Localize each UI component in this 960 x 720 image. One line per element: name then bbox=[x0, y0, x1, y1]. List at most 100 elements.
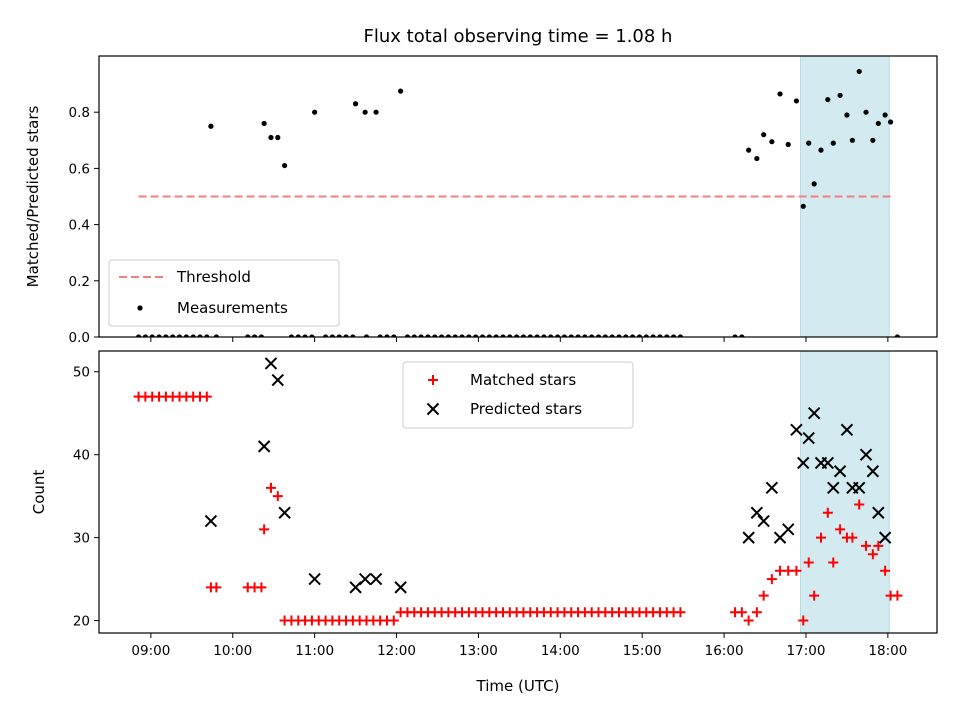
legend-box bbox=[402, 361, 634, 429]
ratio-y-tick-label: 0.2 bbox=[69, 274, 90, 290]
predicted-star-marker bbox=[859, 448, 873, 461]
measurement-point bbox=[630, 334, 636, 337]
measurement-point bbox=[609, 334, 615, 337]
x-tick-label: 12:00 bbox=[377, 643, 416, 659]
measurement-point bbox=[870, 137, 876, 143]
chart-title: Flux total observing time = 1.08 h bbox=[364, 26, 673, 47]
count-y-tick-label: 40 bbox=[73, 448, 90, 464]
predicted-star-marker bbox=[204, 514, 218, 528]
matched-star-marker bbox=[847, 532, 858, 543]
legend-predicted-label: Predicted stars bbox=[470, 400, 582, 418]
measurement-point bbox=[208, 123, 214, 129]
measurement-point bbox=[282, 162, 288, 169]
count-y-axis-label: Count bbox=[30, 470, 48, 515]
measurement-point bbox=[245, 334, 251, 337]
x-tick-label: 13:00 bbox=[459, 643, 498, 659]
legend-measurements-swatch bbox=[137, 305, 143, 311]
measurement-point bbox=[650, 334, 656, 337]
count-axes-frame bbox=[98, 350, 938, 634]
measurement-point bbox=[384, 334, 390, 337]
measurement-point bbox=[322, 334, 329, 337]
ratio-y-tick-label: 0.6 bbox=[69, 161, 90, 177]
measurement-point bbox=[582, 334, 588, 337]
measurement-point bbox=[142, 334, 149, 337]
x-tick-label: 18:00 bbox=[868, 643, 907, 659]
x-tick-label: 10:00 bbox=[213, 643, 252, 659]
measurement-point bbox=[309, 334, 315, 337]
x-tick-label: 17:00 bbox=[787, 643, 826, 659]
measurement-point bbox=[275, 134, 281, 141]
measurement-point bbox=[568, 334, 574, 337]
legend-predicted-swatch bbox=[426, 402, 440, 416]
predicted-star-marker bbox=[852, 481, 866, 495]
measurement-point bbox=[156, 334, 162, 337]
x-tick-label: 11:00 bbox=[295, 643, 334, 659]
matched-star-marker bbox=[766, 574, 777, 585]
measurement-point bbox=[183, 334, 189, 337]
measurement-point bbox=[830, 140, 836, 146]
measurement-point bbox=[894, 334, 901, 337]
measurement-point bbox=[677, 334, 684, 337]
measurement-point bbox=[664, 334, 670, 337]
measurement-point bbox=[288, 334, 295, 337]
measurement-point bbox=[459, 334, 465, 337]
measurement-point bbox=[754, 155, 760, 162]
measurement-point bbox=[818, 147, 824, 153]
measurement-point bbox=[602, 334, 608, 337]
measurement-point bbox=[425, 334, 431, 337]
predicted-star-marker bbox=[821, 456, 835, 470]
predicted-star-marker bbox=[840, 423, 854, 437]
measurement-point bbox=[163, 334, 169, 337]
predicted-star-marker bbox=[742, 531, 755, 544]
ratio-axes-frame bbox=[98, 55, 938, 338]
measurement-point bbox=[856, 68, 862, 75]
count-y-tick-label: 20 bbox=[73, 614, 90, 630]
measurement-point bbox=[473, 334, 479, 337]
measurement-point bbox=[548, 334, 554, 337]
measurement-point bbox=[411, 334, 417, 337]
predicted-star-marker bbox=[750, 506, 764, 519]
measurement-point bbox=[268, 134, 274, 141]
matched-star-marker bbox=[211, 582, 222, 593]
measurement-point bbox=[479, 334, 486, 337]
measurement-point bbox=[438, 334, 445, 337]
predicted-star-marker bbox=[802, 431, 815, 445]
measurement-point bbox=[190, 334, 196, 337]
measurement-point bbox=[176, 334, 183, 337]
predicted-star-marker bbox=[790, 423, 803, 437]
matched-star-marker bbox=[803, 557, 814, 568]
predicted-star-marker bbox=[358, 572, 372, 586]
measurement-point bbox=[554, 334, 561, 337]
measurement-point bbox=[825, 96, 831, 103]
measurement-point bbox=[486, 334, 492, 337]
predicted-star-marker bbox=[807, 406, 821, 420]
measurement-point bbox=[404, 334, 411, 337]
matched-star-marker bbox=[201, 391, 212, 402]
predicted-star-marker bbox=[271, 373, 284, 387]
matched-star-marker bbox=[798, 615, 809, 626]
measurement-point bbox=[595, 334, 602, 337]
measurement-point bbox=[541, 334, 547, 337]
matched-star-marker bbox=[751, 607, 762, 618]
measurement-point bbox=[507, 334, 513, 337]
x-axis-label: Time (UTC) bbox=[476, 677, 560, 695]
measurement-point bbox=[657, 334, 663, 337]
x-tick-label: 14:00 bbox=[541, 643, 580, 659]
predicted-star-marker bbox=[866, 465, 880, 478]
measurement-point bbox=[746, 147, 752, 153]
measurement-point bbox=[197, 334, 203, 337]
measurement-point bbox=[806, 140, 812, 146]
measurement-point bbox=[887, 119, 894, 125]
measurement-point bbox=[561, 334, 568, 337]
measurement-point bbox=[769, 139, 775, 145]
predicted-star-marker bbox=[797, 456, 810, 470]
predicted-star-marker bbox=[878, 531, 892, 544]
measurement-point bbox=[670, 334, 677, 337]
measurement-point bbox=[452, 334, 458, 337]
measurement-point bbox=[363, 334, 370, 337]
measurement-point bbox=[336, 334, 342, 337]
x-tick-label: 16:00 bbox=[705, 643, 744, 659]
matched-star-marker bbox=[861, 540, 872, 551]
predicted-star-marker bbox=[308, 572, 321, 586]
